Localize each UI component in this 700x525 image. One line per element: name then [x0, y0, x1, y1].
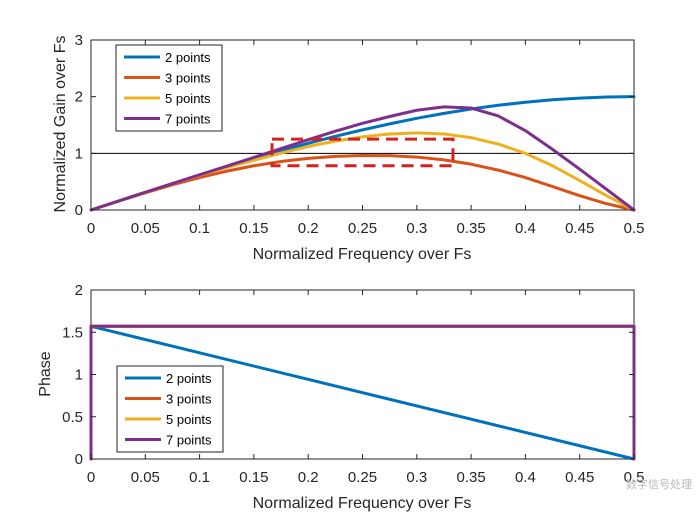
phase-y-axis-label: Phase — [37, 351, 54, 396]
gain-x-tick-label: 0 — [87, 220, 95, 237]
phase-legend-label: 2 points — [166, 371, 212, 386]
gain-legend-label: 5 points — [165, 91, 211, 106]
gain-x-tick-label: 0.3 — [406, 220, 427, 237]
phase-x-tick-label: 0.2 — [298, 469, 319, 486]
phase-x-tick-label: 0 — [87, 469, 95, 486]
phase-series-group — [89, 324, 636, 461]
gain-x-tick-label: 0.5 — [624, 220, 645, 237]
phase-series-line-1 — [89, 324, 636, 461]
gain-x-tick-label: 0.15 — [239, 220, 268, 237]
phase-x-tick-label: 0.15 — [239, 469, 268, 486]
phase-x-tick-label: 0.1 — [189, 469, 210, 486]
gain-y-tick-label: 0 — [75, 202, 83, 219]
phase-y-tick-label: 2 — [75, 282, 83, 299]
passband-dashed-box — [270, 137, 455, 168]
gain-x-tick-label: 0.05 — [131, 220, 160, 237]
gain-legend-label: 3 points — [165, 71, 211, 86]
gain-x-tick-label: 0.4 — [515, 220, 536, 237]
gain-ticks: 0 0.05 0.1 0.15 0.2 0.25 0.3 0.35 0.4 0.45 0.5 0 1 2 3 — [75, 32, 645, 237]
gain-y-axis-label: Normalized Gain over Fs — [52, 36, 69, 213]
phase-legend-label: 7 points — [166, 433, 212, 448]
phase-ticks: 0 0.05 0.1 0.15 0.2 0.25 0.3 0.35 0.4 0.45 0.5 0 0.5… — [62, 282, 644, 486]
gain-chart: 0 0.05 0.1 0.15 0.2 0.25 0.3 0.35 0.4 0.45 0.5 0 1 2 3… — [52, 32, 644, 263]
gain-x-axis-label: Normalized Frequency over Fs — [253, 246, 472, 263]
phase-legend-label: 5 points — [166, 412, 212, 427]
gain-y-tick-label: 2 — [75, 89, 83, 106]
phase-legend-label: 3 points — [166, 392, 212, 407]
phase-y-tick-label: 0 — [75, 451, 83, 468]
phase-y-tick-label: 0.5 — [62, 409, 83, 426]
phase-chart: 0 0.05 0.1 0.15 0.2 0.25 0.3 0.35 0.4 0.45 0.5 0 0.5… — [37, 282, 644, 512]
phase-x-tick-label: 0.35 — [456, 469, 485, 486]
phase-x-tick-label: 0.3 — [406, 469, 427, 486]
phase-x-tick-label: 0.5 — [624, 469, 645, 486]
phase-y-tick-label: 1 — [75, 367, 83, 384]
gain-x-tick-label: 0.45 — [565, 220, 594, 237]
phase-x-tick-label: 0.25 — [348, 469, 377, 486]
watermark: 数字信号处理 — [626, 477, 692, 491]
phase-series-line-4 — [89, 324, 636, 461]
phase-x-tick-label: 0.45 — [565, 469, 594, 486]
phase-x-tick-label: 0.05 — [131, 469, 160, 486]
phase-y-tick-label: 1.5 — [62, 324, 83, 341]
gain-legend-box — [115, 44, 223, 132]
gain-legend: 2 points 3 points 5 points 7 points — [115, 44, 223, 132]
phase-x-axis-label: Normalized Frequency over Fs — [253, 495, 472, 512]
phase-legend: 2 points 3 points 5 points 7 points — [116, 365, 224, 453]
gain-x-tick-label: 0.25 — [348, 220, 377, 237]
phase-legend-box — [116, 365, 224, 453]
gain-x-tick-label: 0.35 — [456, 220, 485, 237]
gain-y-tick-label: 3 — [75, 32, 83, 49]
gain-legend-label: 2 points — [165, 50, 211, 65]
gain-x-tick-label: 0.1 — [189, 220, 210, 237]
phase-x-tick-label: 0.4 — [515, 469, 536, 486]
gain-y-tick-label: 1 — [75, 145, 83, 162]
gain-series-line-4 — [89, 105, 636, 212]
gain-x-tick-label: 0.2 — [298, 220, 319, 237]
gain-legend-label: 7 points — [165, 112, 211, 127]
gain-series-group — [89, 95, 636, 212]
